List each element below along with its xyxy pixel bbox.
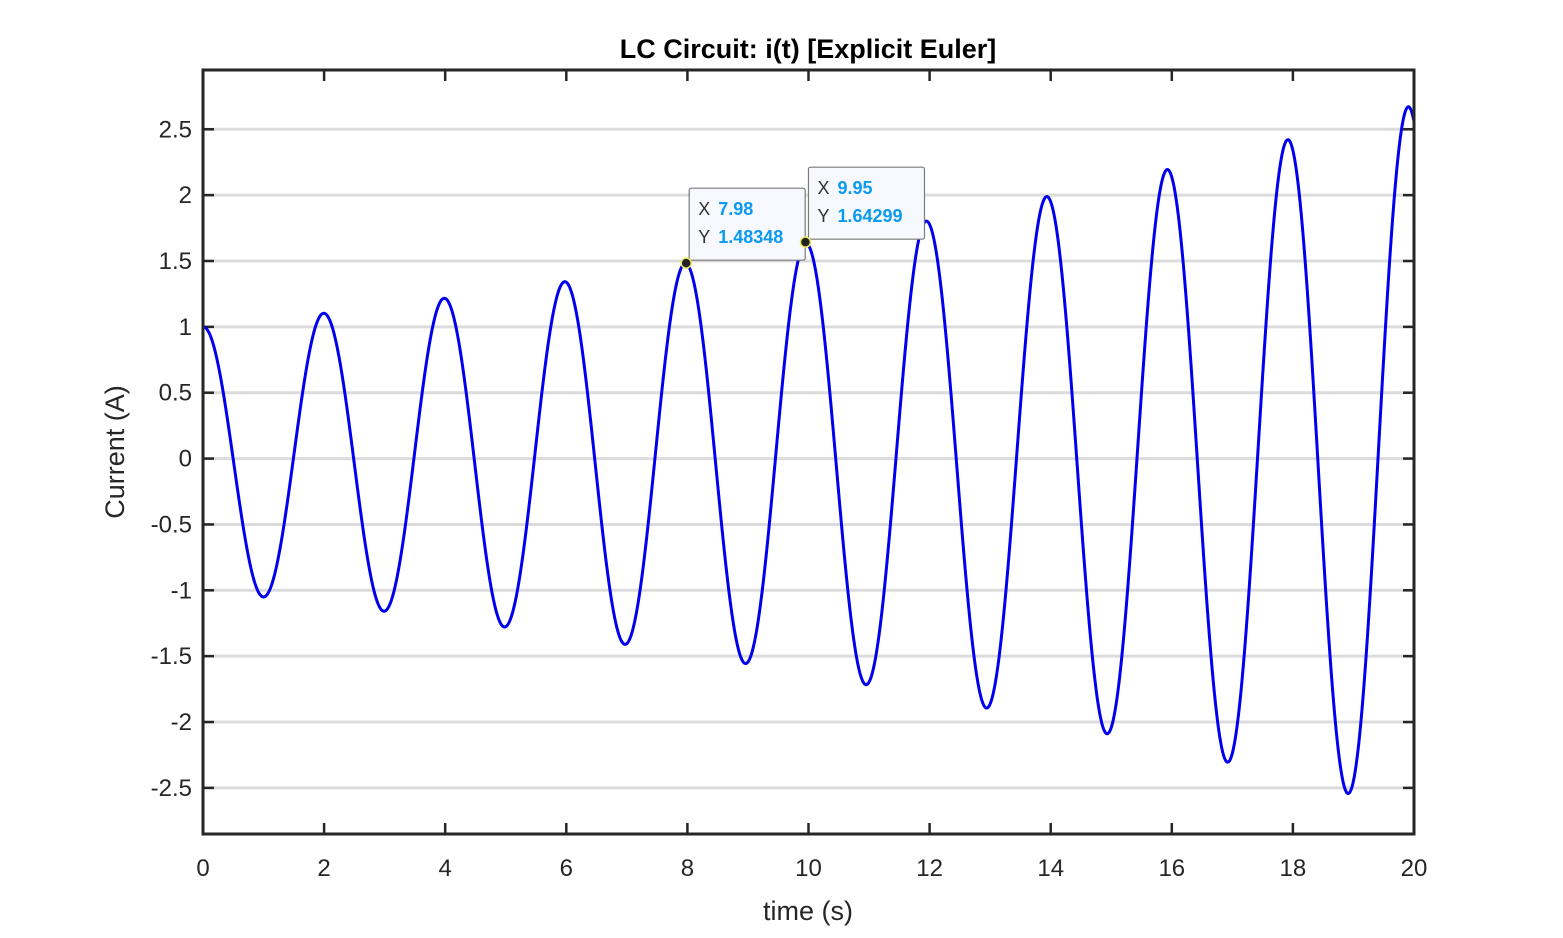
x-tick-labels: 0 2 4 6 8 10 12 14 16 18 20 — [196, 855, 1427, 882]
x-tick-label: 12 — [916, 855, 943, 882]
datatip[interactable]: X 7.98 Y 1.48348 — [681, 188, 805, 268]
datatip-marker[interactable] — [681, 258, 691, 268]
datatip-x-value: 9.95 — [837, 178, 872, 198]
y-tick-label: -2.5 — [151, 775, 192, 802]
datatip-x-value: 7.98 — [718, 199, 753, 219]
datatip-y-label: Y — [817, 206, 829, 226]
y-tick-label: 2.5 — [159, 116, 192, 143]
datatip-x-label: X — [698, 199, 710, 219]
y-tick-label: -1.5 — [151, 643, 192, 670]
datatip-y-label: Y — [698, 227, 710, 247]
datatip-x-label: X — [817, 178, 829, 198]
x-tick-label: 6 — [560, 855, 573, 882]
y-tick-label: 0 — [179, 446, 192, 473]
datatip-marker[interactable] — [800, 237, 810, 247]
datatips: X 7.98 Y 1.48348 X 9.95 Y 1.64299 — [681, 167, 924, 268]
y-tick-label: 1.5 — [159, 248, 192, 275]
x-tick-label: 2 — [317, 855, 330, 882]
y-tick-labels: 2.5 2 1.5 1 0.5 0 -0.5 -1 -1.5 -2 -2.5 — [151, 116, 192, 802]
y-axis-label: Current (A) — [100, 385, 130, 519]
y-tick-label: 0.5 — [159, 380, 192, 407]
x-axis-label: time (s) — [763, 896, 853, 926]
y-tick-label: -0.5 — [151, 511, 192, 538]
x-tick-label: 16 — [1158, 855, 1185, 882]
chart-title: LC Circuit: i(t) [Explicit Euler] — [620, 34, 997, 64]
x-tick-label: 10 — [795, 855, 822, 882]
x-tick-label: 8 — [681, 855, 694, 882]
x-tick-label: 4 — [439, 855, 452, 882]
y-tick-label: -2 — [171, 709, 192, 736]
y-tick-label: 2 — [179, 182, 192, 209]
datatip-y-value: 1.64299 — [837, 206, 902, 226]
datatip[interactable]: X 9.95 Y 1.64299 — [800, 167, 924, 247]
x-tick-label: 14 — [1037, 855, 1064, 882]
x-tick-label: 18 — [1280, 855, 1307, 882]
x-tick-label: 20 — [1401, 855, 1428, 882]
x-tick-label: 0 — [196, 855, 209, 882]
datatip-y-value: 1.48348 — [718, 227, 783, 247]
y-tick-label: -1 — [171, 577, 192, 604]
y-tick-label: 1 — [179, 314, 192, 341]
